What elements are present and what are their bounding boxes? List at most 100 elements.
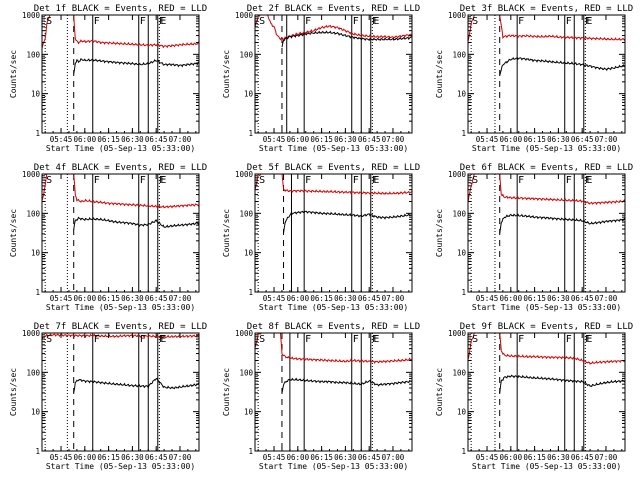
event-marker-label: F bbox=[566, 175, 572, 186]
panel-data bbox=[255, 15, 412, 133]
x-tick-label: 06:45 bbox=[358, 135, 381, 144]
x-tick-label: 07:00 bbox=[382, 294, 405, 303]
x-tick-label: 06:15 bbox=[97, 453, 120, 462]
event-marker-label: F bbox=[305, 16, 311, 27]
events-series-line bbox=[73, 58, 199, 74]
y-tick-label: 100 bbox=[452, 368, 466, 377]
x-tick-label: 07:00 bbox=[169, 453, 192, 462]
event-marker-label: E bbox=[373, 175, 379, 186]
y-tick-label: 100 bbox=[452, 50, 466, 59]
panel-title: Det 7f BLACK = Events, RED = LLD bbox=[34, 322, 207, 332]
events-series-line bbox=[499, 374, 625, 394]
y-tick-label: 1000 bbox=[235, 329, 254, 338]
lld-series-line bbox=[42, 15, 199, 49]
panel-frame bbox=[467, 14, 626, 134]
panel-title: Det 4f BLACK = Events, RED = LLD bbox=[34, 163, 207, 173]
event-marker-label: S bbox=[472, 334, 478, 345]
x-axis-label: Start Time (05-Sep-13 05:33:00) bbox=[259, 303, 408, 312]
y-axis-label: Counts/sec bbox=[9, 209, 18, 257]
events-series-line bbox=[281, 30, 412, 48]
x-tick-label: 05:45 bbox=[50, 294, 73, 303]
y-axis-label: Counts/sec bbox=[435, 368, 444, 416]
event-marker-label: F bbox=[94, 175, 100, 186]
y-tick-label: 10 bbox=[31, 90, 41, 99]
y-tick-label: 100 bbox=[452, 209, 466, 218]
x-tick-label: 06:15 bbox=[523, 135, 546, 144]
y-tick-label: 1000 bbox=[235, 11, 254, 20]
event-marker-label: F bbox=[518, 175, 524, 186]
x-tick-label: 06:30 bbox=[121, 135, 144, 144]
event-marker-label: F bbox=[566, 334, 572, 345]
x-axis-label: Start Time (05-Sep-13 05:33:00) bbox=[472, 462, 621, 471]
x-tick-label: 06:15 bbox=[310, 453, 333, 462]
x-tick-label: 06:45 bbox=[145, 135, 168, 144]
x-tick-label: 05:45 bbox=[50, 135, 73, 144]
x-tick-label: 06:30 bbox=[547, 453, 570, 462]
event-marker-label: E bbox=[373, 334, 379, 345]
lld-series-line bbox=[468, 333, 625, 365]
panel-frame bbox=[254, 332, 413, 452]
event-marker-label: E bbox=[160, 334, 166, 345]
event-marker-label: E bbox=[160, 175, 166, 186]
y-tick-label: 1 bbox=[248, 288, 253, 297]
x-tick-label: 06:30 bbox=[121, 294, 144, 303]
event-marker-label: E bbox=[586, 175, 592, 186]
event-marker-label: F bbox=[372, 334, 378, 345]
panel-data bbox=[42, 174, 199, 292]
x-tick-label: 07:00 bbox=[169, 294, 192, 303]
event-marker-label: S bbox=[259, 334, 265, 345]
y-tick-label: 1 bbox=[35, 129, 40, 138]
y-axis-label: Counts/sec bbox=[222, 368, 231, 416]
panel-data bbox=[255, 174, 412, 292]
x-tick-label: 07:00 bbox=[595, 453, 618, 462]
y-tick-label: 1000 bbox=[448, 11, 467, 20]
event-marker-label: S bbox=[472, 16, 478, 27]
event-marker-label: S bbox=[259, 16, 265, 27]
y-tick-label: 100 bbox=[26, 50, 40, 59]
event-marker-label: S bbox=[46, 175, 52, 186]
x-tick-label: 07:00 bbox=[595, 294, 618, 303]
lld-series-line bbox=[255, 333, 412, 364]
y-tick-label: 1000 bbox=[22, 11, 41, 20]
x-tick-label: 07:00 bbox=[382, 135, 405, 144]
panel-frame bbox=[467, 173, 626, 293]
x-tick-label: 06:30 bbox=[547, 294, 570, 303]
y-axis-label: Counts/sec bbox=[435, 50, 444, 98]
x-tick-label: 06:00 bbox=[287, 135, 310, 144]
event-marker-label: F bbox=[585, 334, 591, 345]
y-axis-label: Counts/sec bbox=[222, 50, 231, 98]
panel-frame bbox=[41, 332, 200, 452]
x-tick-label: 06:00 bbox=[74, 453, 97, 462]
y-tick-label: 1000 bbox=[22, 329, 41, 338]
events-series-line bbox=[73, 377, 199, 393]
x-axis-label: Start Time (05-Sep-13 05:33:00) bbox=[259, 144, 408, 153]
x-tick-label: 05:45 bbox=[476, 294, 499, 303]
lld-series-line bbox=[255, 174, 412, 195]
panel-title: Det 5f BLACK = Events, RED = LLD bbox=[247, 163, 420, 173]
panel-data bbox=[42, 333, 199, 451]
panel-frame bbox=[254, 14, 413, 134]
event-marker-label: S bbox=[46, 16, 52, 27]
events-series-line bbox=[283, 210, 412, 234]
x-tick-label: 06:15 bbox=[523, 453, 546, 462]
events-series-line bbox=[73, 216, 199, 230]
panel-frame bbox=[467, 332, 626, 452]
event-marker-label: F bbox=[305, 175, 311, 186]
panel-frame bbox=[41, 14, 200, 134]
x-tick-label: 06:00 bbox=[74, 294, 97, 303]
x-tick-label: 06:15 bbox=[310, 135, 333, 144]
event-marker-label: F bbox=[94, 334, 100, 345]
y-tick-label: 1 bbox=[248, 129, 253, 138]
y-tick-label: 1 bbox=[461, 447, 466, 456]
event-marker-label: F bbox=[372, 175, 378, 186]
event-marker-label: F bbox=[140, 175, 146, 186]
y-tick-label: 1 bbox=[35, 447, 40, 456]
events-series-line bbox=[499, 56, 625, 76]
x-tick-label: 06:45 bbox=[571, 453, 594, 462]
x-tick-label: 06:45 bbox=[358, 294, 381, 303]
y-tick-label: 100 bbox=[239, 50, 253, 59]
y-tick-label: 1 bbox=[248, 447, 253, 456]
